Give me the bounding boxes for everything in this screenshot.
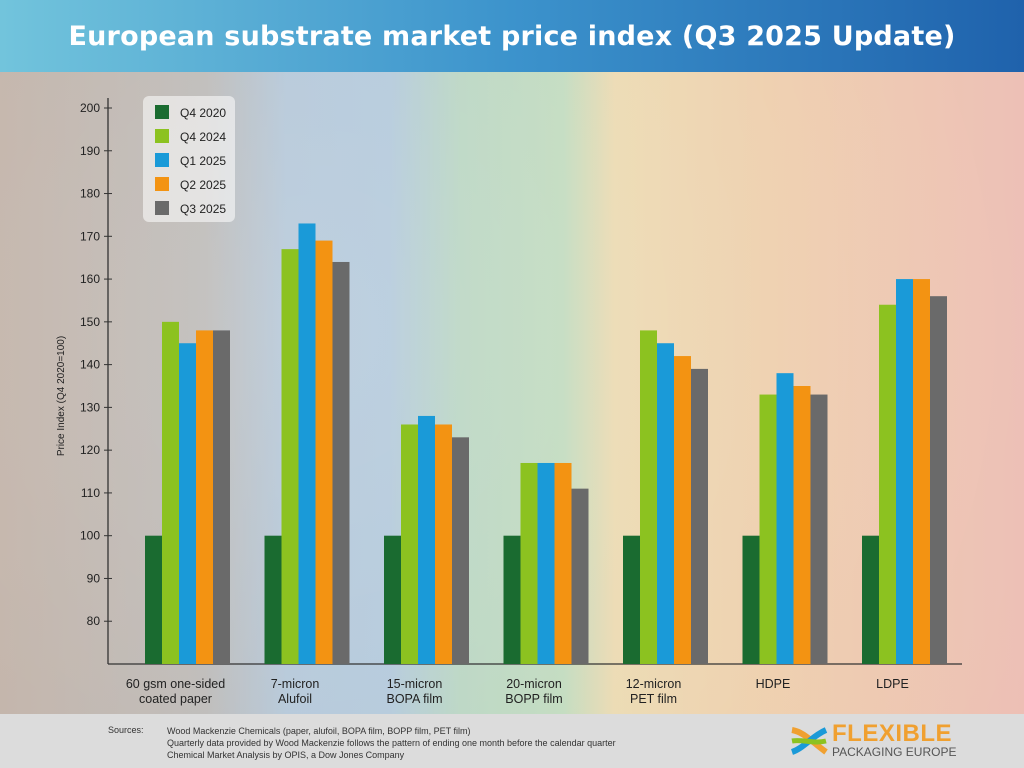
x-tick-label: HDPE [756, 677, 791, 691]
bar-q4-2020 [742, 535, 760, 664]
y-tick-label: 90 [87, 571, 101, 585]
bar-q4-2024 [162, 321, 179, 664]
legend-swatch [155, 201, 169, 215]
footer: Sources: Wood Mackenzie Chemicals (paper… [0, 714, 1024, 768]
y-tick-label: 110 [81, 486, 100, 500]
legend-label: Q4 2024 [180, 130, 226, 144]
y-tick-label: 180 [80, 187, 100, 201]
legend-swatch [155, 129, 169, 143]
source-line: Chemical Market Analysis by OPIS, a Dow … [167, 750, 405, 760]
bar-q4-2020 [623, 535, 640, 664]
title-bar: European substrate market price index (Q… [0, 0, 1024, 72]
bar-q1-2025 [418, 415, 435, 664]
bar-q3-2025 [332, 261, 350, 664]
x-tick-label: 7-micron [271, 677, 320, 691]
bar-q1-2025 [657, 343, 674, 664]
bar-q4-2024 [401, 424, 418, 664]
bar-q4-2024 [879, 304, 896, 664]
bar-q2-2025 [435, 424, 452, 664]
y-tick-label: 130 [80, 400, 100, 414]
chart-title: European substrate market price index (Q… [68, 20, 956, 52]
source-line: Quarterly data provided by Wood Mackenzi… [167, 738, 616, 748]
logo: FLEXIBLE PACKAGING EUROPE [790, 720, 960, 762]
legend-swatch [155, 153, 169, 167]
bar-q1-2025 [896, 279, 913, 664]
legend-label: Q4 2020 [180, 106, 226, 120]
x-tick-label: 15-micron [387, 677, 443, 691]
bar-q1-2025 [298, 223, 316, 664]
y-tick-label: 150 [80, 315, 100, 329]
bar-q4-2024 [640, 330, 657, 664]
x-tick-label: BOPP film [505, 692, 562, 706]
x-tick-label: 12-micron [626, 677, 682, 691]
bar-q2-2025 [913, 279, 930, 664]
x-tick-label: coated paper [139, 692, 212, 706]
bar-q2-2025 [674, 356, 691, 664]
x-tick-label: 60 gsm one-sided [126, 677, 225, 691]
y-tick-label: 160 [80, 272, 100, 286]
bar-q4-2024 [520, 462, 538, 664]
legend-label: Q3 2025 [180, 202, 226, 216]
bar-q4-2020 [862, 535, 879, 664]
x-tick-label: Alufoil [278, 692, 312, 706]
bar-q4-2024 [759, 394, 777, 664]
logo-text-2: PACKAGING EUROPE [832, 745, 957, 759]
y-tick-label: 190 [80, 144, 100, 158]
bar-q4-2020 [264, 535, 282, 664]
bar-q3-2025 [810, 394, 828, 664]
bar-q3-2025 [571, 488, 589, 664]
bar-q3-2025 [213, 330, 230, 664]
bar-q4-2020 [145, 535, 162, 664]
x-tick-label: 20-micron [506, 677, 562, 691]
logo-text-1: FLEXIBLE [832, 720, 953, 747]
y-tick-label: 200 [80, 101, 100, 115]
y-tick-label: 140 [80, 358, 100, 372]
x-tick-label: BOPA film [386, 692, 442, 706]
legend-label: Q1 2025 [180, 154, 226, 168]
bar-q2-2025 [196, 330, 213, 664]
bar-q4-2020 [503, 535, 521, 664]
y-tick-label: 100 [80, 529, 100, 543]
source-line: Wood Mackenzie Chemicals (paper, alufoil… [167, 726, 471, 736]
y-tick-label: 120 [80, 443, 100, 457]
bar-q4-2020 [384, 535, 401, 664]
y-tick-label: 170 [80, 229, 100, 243]
bar-q2-2025 [793, 386, 811, 664]
legend-label: Q2 2025 [180, 178, 226, 192]
bar-q1-2025 [776, 373, 794, 664]
bar-q4-2024 [281, 249, 299, 664]
x-tick-label: LDPE [876, 677, 909, 691]
logo-mark-icon [790, 727, 828, 755]
bar-q1-2025 [537, 462, 555, 664]
bar-q2-2025 [315, 240, 333, 665]
bar-chart: 80 90 100 110 120 130 140 150 160 170 180 190 200 Pri… [56, 96, 962, 706]
y-axis-label: Price Index (Q4 2020=100) [56, 336, 67, 456]
y-tick-label: 80 [87, 614, 101, 628]
bar-q1-2025 [179, 343, 196, 664]
x-tick-label: PET film [630, 692, 677, 706]
legend-swatch [155, 105, 169, 119]
sources-label: Sources: [108, 725, 144, 735]
bar-q3-2025 [691, 368, 708, 664]
bar-q3-2025 [930, 296, 947, 664]
bar-q3-2025 [452, 437, 469, 664]
bar-q2-2025 [554, 462, 572, 664]
legend-swatch [155, 177, 169, 191]
